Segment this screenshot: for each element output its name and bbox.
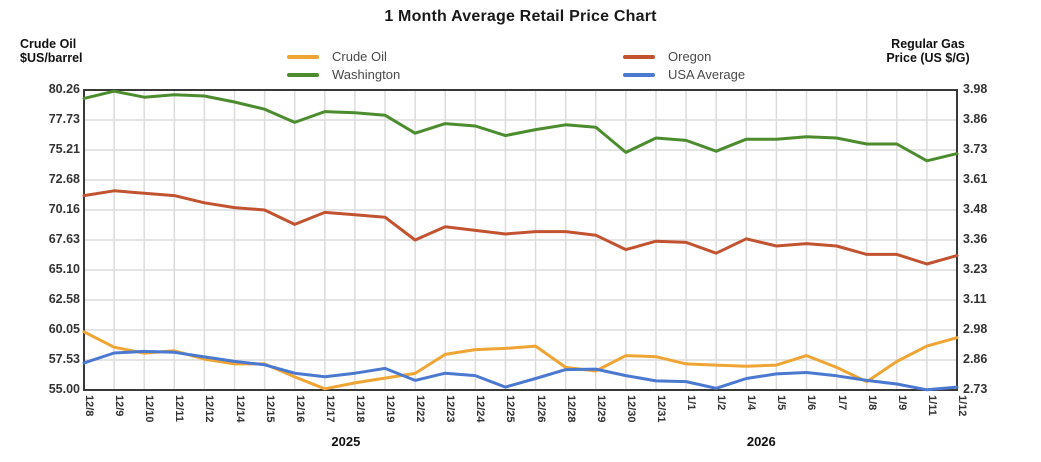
legend-label: USA Average [668, 67, 746, 82]
x-tick-label: 1/9 [895, 395, 908, 411]
x-tick-label: 12/24 [474, 395, 487, 423]
crude-oil-line-swatch-icon [287, 54, 319, 59]
right-axis-title: Regular Gas Price (US $/G) [853, 37, 1003, 65]
right-tick-label: 2.98 [963, 322, 988, 336]
left-tick-label: 67.63 [48, 232, 80, 246]
x-tick-label: 1/5 [775, 395, 788, 411]
x-tick-label: 1/8 [865, 395, 878, 411]
x-tick-label: 12/16 [293, 395, 306, 423]
x-tick-label: 1/2 [715, 395, 728, 411]
legend-label: Oregon [668, 49, 712, 64]
year-label: 2026 [746, 434, 776, 449]
x-tick-label: 12/11 [173, 395, 186, 422]
x-tick-label: 12/8 [83, 395, 95, 417]
x-tick-label: 12/29 [594, 395, 607, 423]
left-tick-label: 80.26 [48, 82, 80, 96]
right-tick-label: 3.86 [963, 112, 988, 126]
left-tick-label: 72.68 [48, 172, 80, 186]
left-tick-label: 60.05 [48, 322, 80, 336]
right-tick-label: 2.86 [963, 352, 988, 366]
x-tick-label: 1/12 [956, 395, 968, 417]
right-axis-title-line2: Price (US $/G) [886, 51, 970, 65]
x-tick-label: 12/17 [323, 395, 336, 423]
series-line-usa-average [82, 349, 959, 392]
x-tick-label: 12/9 [113, 395, 126, 417]
right-tick-label: 3.61 [963, 172, 988, 186]
right-tick-label: 3.36 [963, 232, 988, 246]
right-axis-title-line1: Regular Gas [891, 37, 965, 51]
legend-label: Crude Oil [332, 49, 387, 64]
x-tick-label: 12/31 [654, 395, 667, 423]
x-tick-label: 1/6 [805, 395, 818, 411]
oregon-line-swatch-icon [623, 54, 655, 59]
plot-border [83, 89, 958, 391]
x-tick-label: 12/30 [624, 395, 637, 423]
left-tick-label: 65.10 [48, 262, 80, 276]
washington-line-swatch-icon [287, 72, 319, 77]
x-tick-label: 12/26 [534, 395, 547, 423]
x-tick-label: 1/11 [925, 395, 938, 416]
right-tick-label: 3.48 [963, 202, 988, 216]
left-tick-label: 70.16 [48, 202, 80, 216]
series-line-crude-oil [82, 330, 959, 391]
series-line-oregon [82, 189, 959, 266]
legend-item-crude-oil: Crude Oil [287, 49, 400, 64]
left-axis-title-line2: $US/barrel [20, 51, 83, 65]
x-tick-label: 12/12 [203, 395, 216, 423]
left-tick-label: 55.00 [48, 382, 80, 396]
right-tick-label: 3.11 [963, 292, 987, 306]
left-tick-label: 77.73 [48, 112, 80, 126]
x-tick-label: 1/1 [685, 395, 698, 411]
x-tick-label: 1/7 [835, 395, 848, 411]
right-tick-label: 2.73 [963, 382, 988, 396]
x-tick-label: 12/25 [504, 395, 517, 423]
x-tick-label: 12/22 [414, 395, 427, 423]
legend-column-1: Crude Oil Washington [287, 49, 400, 82]
left-axis-title: Crude Oil $US/barrel [20, 37, 83, 65]
right-tick-label: 3.73 [963, 142, 988, 156]
x-tick-label: 12/18 [353, 395, 366, 423]
chart-title: 1 Month Average Retail Price Chart [384, 8, 657, 25]
x-tick-label: 12/10 [143, 395, 156, 423]
legend-label: Washington [332, 67, 401, 82]
left-tick-label: 57.53 [48, 352, 80, 366]
right-tick-label: 3.98 [963, 82, 988, 96]
x-tick-label: 12/23 [444, 395, 457, 423]
legend-item-washington: Washington [287, 67, 400, 82]
legend-item-oregon: Oregon [623, 49, 745, 64]
x-tick-label: 1/4 [745, 395, 758, 411]
left-tick-label: 62.58 [48, 292, 80, 306]
legend-column-2: Oregon USA Average [623, 49, 745, 82]
left-tick-label: 75.21 [48, 142, 80, 156]
usa-average-line-swatch-icon [623, 72, 655, 77]
right-tick-label: 3.23 [963, 262, 988, 276]
x-tick-label: 12/14 [233, 395, 246, 423]
x-tick-label: 12/19 [384, 395, 397, 423]
left-axis-title-line1: Crude Oil [20, 37, 77, 51]
x-tick-label: 12/28 [564, 395, 577, 423]
x-tick-label: 12/15 [263, 395, 276, 423]
year-label: 2025 [331, 434, 361, 449]
series-line-washington [82, 89, 959, 163]
legend-item-usa-average: USA Average [623, 67, 745, 82]
